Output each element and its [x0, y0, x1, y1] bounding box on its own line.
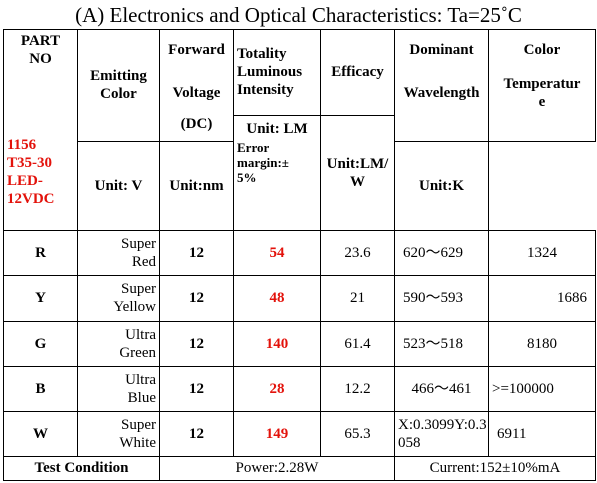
- row-wavelength: 620～629: [394, 229, 489, 277]
- header-efficacy: Efficacy: [320, 29, 395, 116]
- row-emitting-color: Super White: [77, 411, 160, 457]
- table-row: G Ultra Green 12 140 61.4 523～518 8180: [3, 320, 596, 367]
- header-dominant: Dominant: [394, 28, 489, 70]
- header-error-line: margin:±: [237, 154, 289, 170]
- row-voltage: 12: [159, 275, 234, 322]
- header-no-label: NO: [29, 50, 52, 67]
- header-part-no: PART NO: [3, 28, 78, 70]
- row-lumens: 28: [233, 365, 321, 413]
- header-forward: Forward: [159, 28, 234, 70]
- header-unit-v: Unit: V: [77, 140, 160, 231]
- header-color-label: Color: [100, 86, 137, 103]
- row-voltage: 12: [159, 320, 234, 367]
- header-temperature-line2: e: [538, 93, 546, 110]
- header-error-line: Error: [237, 139, 270, 155]
- row-code: B: [3, 365, 78, 413]
- row-efficacy: 65.3: [320, 411, 395, 457]
- table-row: Y Super Yellow 12 48 21 590～593 1686: [3, 275, 596, 322]
- row-lumens: 48: [233, 275, 321, 322]
- table-row: W Super White 12 149 65.3 X:0.3099Y:0.3 05…: [3, 411, 596, 457]
- test-condition-power: Power:2.28W: [159, 455, 395, 482]
- header-part-spacer: [3, 69, 78, 116]
- header-emitting-label: Emitting: [90, 68, 147, 85]
- row-temperature: 1686: [488, 275, 596, 322]
- header-temperature-line1: Temperatur: [503, 75, 581, 92]
- header-totality: Totality Luminous Intensity: [233, 29, 321, 116]
- row-temperature: 1324: [488, 229, 596, 277]
- header-unit-lmw-line2: W: [350, 173, 365, 190]
- part-description: 1156 T35-30 LED- 12VDC: [3, 115, 78, 231]
- header-intensity-line: Intensity: [237, 82, 294, 99]
- row-efficacy: 23.6: [320, 229, 395, 277]
- row-lumens: 54: [233, 229, 321, 277]
- row-wavelength: X:0.3099Y:0.3 058: [394, 411, 489, 457]
- part-desc-line: LED-: [7, 173, 43, 190]
- header-unit-lmw: Unit:LM/ W: [320, 114, 395, 231]
- row-code: R: [3, 229, 78, 277]
- header-emitting-color: Emitting Color: [77, 29, 160, 142]
- row-efficacy: 61.4: [320, 320, 395, 367]
- test-condition-label: Test Condition: [3, 455, 160, 482]
- row-code: Y: [3, 275, 78, 322]
- header-totality-line: Totality: [237, 46, 287, 63]
- part-desc-line: T35-30: [7, 155, 52, 172]
- test-condition-current: Current:152±10%mA: [394, 455, 596, 482]
- header-unit-lm: Unit: LM: [246, 120, 308, 137]
- row-efficacy: 21: [320, 275, 395, 322]
- row-wavelength: 466～461: [394, 365, 489, 413]
- header-unit-nm: Unit:nm: [159, 140, 234, 231]
- row-voltage: 12: [159, 365, 234, 413]
- part-desc-line: 12VDC: [7, 191, 55, 208]
- header-unit-lmw-line1: Unit:LM/: [326, 155, 389, 172]
- row-emitting-color: Super Red: [77, 229, 160, 277]
- header-wavelength: Wavelength: [394, 69, 489, 116]
- row-temperature: 6911: [488, 411, 596, 457]
- row-lumens: 140: [233, 320, 321, 367]
- header-luminous-line: Luminous: [237, 64, 303, 81]
- header-error-line: 5%: [237, 169, 257, 185]
- row-wavelength: 523～518: [394, 320, 489, 367]
- row-lumens: 149: [233, 411, 321, 457]
- header-part-label: PART: [20, 32, 61, 49]
- header-dc: (DC): [159, 115, 234, 142]
- test-condition-row: Test Condition Power:2.28W Current:152±1…: [3, 455, 596, 482]
- row-temperature: 8180: [488, 320, 596, 367]
- header-color: Color: [488, 28, 596, 70]
- characteristics-table: PART NO Emitting Color Forward Totality …: [3, 28, 596, 482]
- table-row: R Super Red 12 54 23.6 620～629 1324: [3, 229, 596, 277]
- row-voltage: 12: [159, 411, 234, 457]
- row-emitting-color: Ultra Blue: [77, 365, 160, 413]
- part-desc-line: 1156: [7, 137, 37, 154]
- row-emitting-color: Ultra Green: [77, 320, 160, 367]
- row-emitting-color: Super Yellow: [77, 275, 160, 322]
- row-efficacy: 12.2: [320, 365, 395, 413]
- table-caption: (A) Electronics and Optical Characterist…: [75, 3, 522, 27]
- header-temperature: Temperatur e: [488, 69, 596, 116]
- row-code: G: [3, 320, 78, 367]
- table-row: B Ultra Blue 12 28 12.2 466～461 >=100000: [3, 365, 596, 413]
- header-voltage: Voltage: [159, 69, 234, 116]
- header-unit-lm-cell: Unit: LM Error margin:± 5%: [233, 114, 321, 231]
- header-temperature-spacer: [488, 115, 596, 142]
- row-voltage: 12: [159, 229, 234, 277]
- row-wavelength: 590～593: [394, 275, 489, 322]
- row-code: W: [3, 411, 78, 457]
- row-temperature: >=100000: [488, 365, 596, 413]
- header-wavelength-spacer: [394, 115, 489, 142]
- header-unit-k: Unit:K: [394, 140, 489, 231]
